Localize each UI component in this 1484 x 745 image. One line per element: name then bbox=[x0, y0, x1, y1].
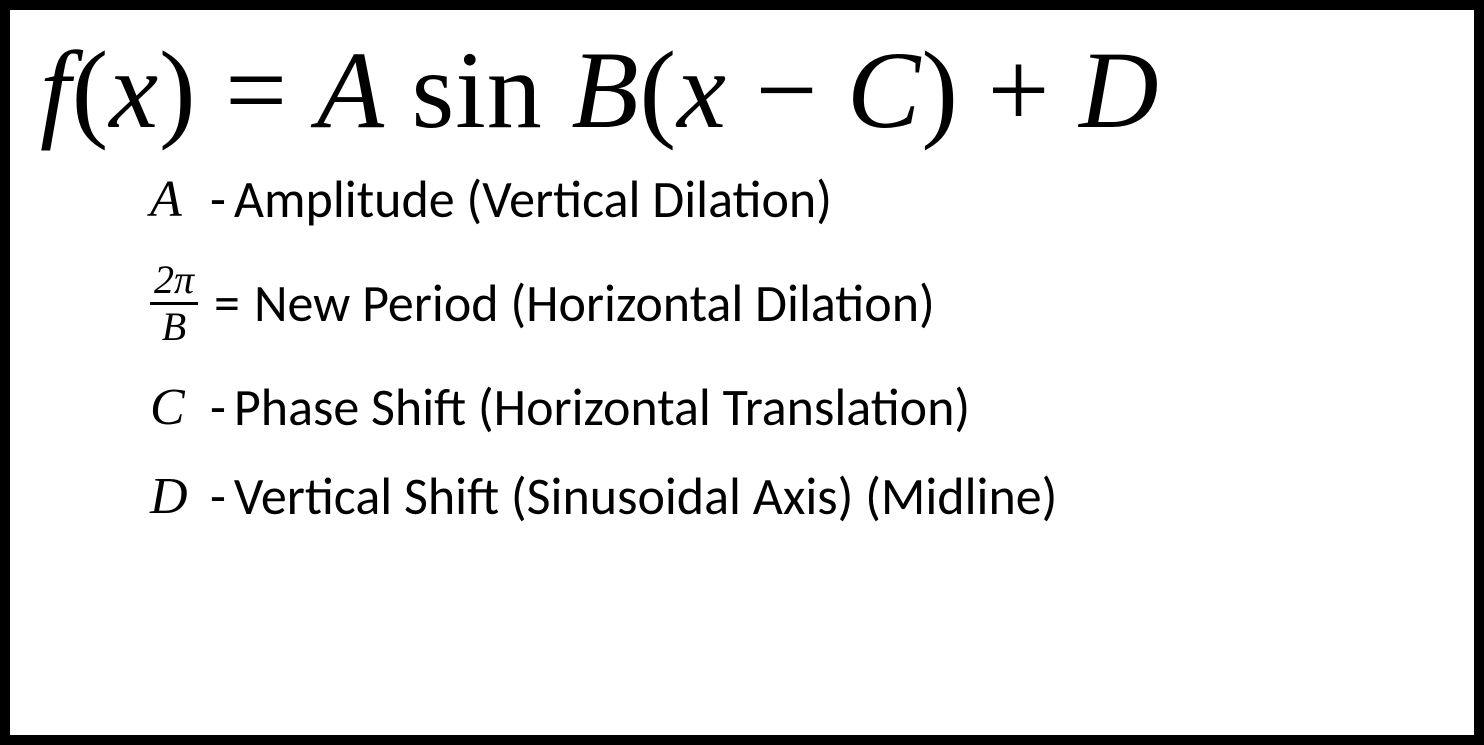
formula-minus: − bbox=[755, 29, 847, 151]
def-B-denominator: B bbox=[150, 302, 198, 347]
definition-D: D- Vertical Shift (Sinusoidal Axis) (Mid… bbox=[150, 468, 1444, 525]
main-formula: f(x) = A sin B(x − C) + D bbox=[40, 30, 1444, 151]
formula-close-paren-1: ) bbox=[159, 29, 197, 151]
formula-equals: = bbox=[225, 29, 317, 151]
formula-open-paren-2: ( bbox=[640, 29, 678, 151]
formula-open-paren-1: ( bbox=[72, 29, 110, 151]
definition-A: A- Amplitude (Vertical Dilation) bbox=[150, 171, 1444, 228]
def-B-equals: = bbox=[214, 275, 240, 332]
formula-C: C bbox=[847, 29, 921, 151]
formula-A: A bbox=[317, 29, 383, 151]
def-C-dash: - bbox=[210, 379, 226, 436]
def-A-dash: - bbox=[210, 171, 226, 228]
def-B-fraction: 2π B bbox=[150, 260, 198, 347]
def-A-text: Amplitude (Vertical Dilation) bbox=[234, 171, 832, 228]
formula-D: D bbox=[1079, 29, 1159, 151]
formula-x-1: x bbox=[109, 29, 159, 151]
definitions-list: A- Amplitude (Vertical Dilation) 2π B = … bbox=[40, 171, 1444, 526]
def-B-numerator: 2π bbox=[150, 260, 198, 302]
formula-box: f(x) = A sin B(x − C) + D A- Amplitude (… bbox=[0, 0, 1484, 745]
def-B-text: New Period (Horizontal Dilation) bbox=[254, 275, 935, 332]
formula-B: B bbox=[571, 29, 639, 151]
def-D-text: Vertical Shift (Sinusoidal Axis) (Midlin… bbox=[234, 468, 1058, 525]
definition-B: 2π B = New Period (Horizontal Dilation) bbox=[150, 260, 1444, 347]
formula-sin: sin bbox=[411, 29, 571, 151]
def-C-symbol: C bbox=[150, 379, 210, 436]
def-D-symbol: D bbox=[150, 468, 210, 525]
def-C-text: Phase Shift (Horizontal Translation) bbox=[234, 379, 970, 436]
formula-x-2: x bbox=[677, 29, 727, 151]
formula-plus: + bbox=[988, 29, 1080, 151]
def-D-dash: - bbox=[210, 468, 226, 525]
definition-C: C- Phase Shift (Horizontal Translation) bbox=[150, 379, 1444, 436]
formula-f: f bbox=[40, 29, 72, 151]
formula-close-paren-2: ) bbox=[921, 29, 959, 151]
def-A-symbol: A bbox=[150, 171, 210, 228]
